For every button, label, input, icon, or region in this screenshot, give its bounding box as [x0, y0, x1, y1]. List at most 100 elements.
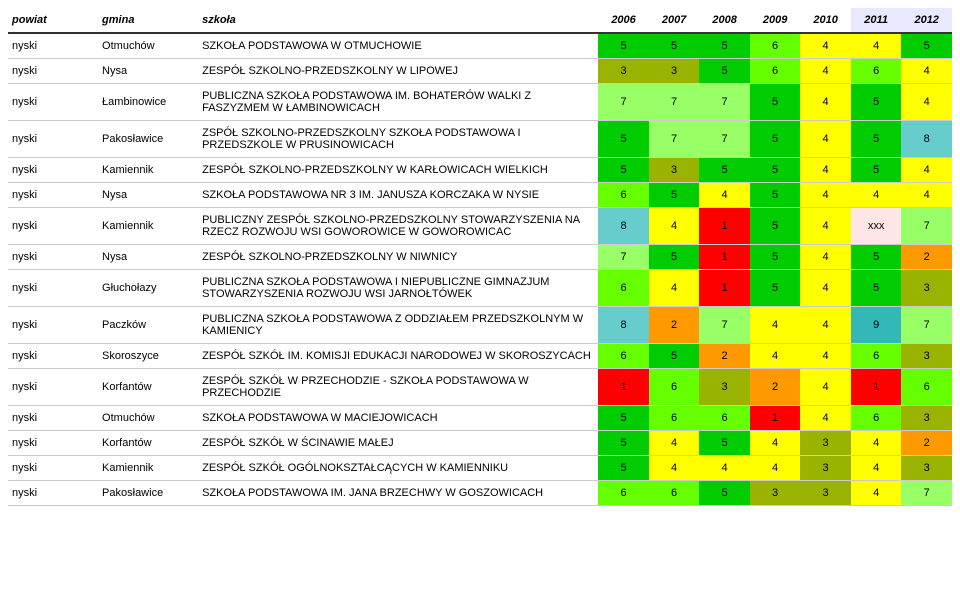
- cell-value: 5: [598, 456, 649, 481]
- cell-value: 5: [649, 183, 700, 208]
- header-2008: 2008: [699, 8, 750, 33]
- table-header: powiat gmina szkoła 2006 2007 2008 2009 …: [8, 8, 952, 33]
- cell-value: xxx: [851, 208, 902, 245]
- cell-value: 2: [901, 245, 952, 270]
- schools-table: powiat gmina szkoła 2006 2007 2008 2009 …: [8, 8, 952, 506]
- cell-value: 2: [699, 344, 750, 369]
- cell-value: 6: [649, 369, 700, 406]
- cell-value: 4: [851, 431, 902, 456]
- cell-value: 6: [851, 406, 902, 431]
- cell-value: 6: [649, 406, 700, 431]
- cell-value: 5: [851, 270, 902, 307]
- cell-powiat: nyski: [8, 344, 98, 369]
- cell-value: 3: [598, 59, 649, 84]
- cell-szkola: PUBLICZNA SZKOŁA PODSTAWOWA IM. BOHATERÓ…: [198, 84, 598, 121]
- cell-value: 7: [598, 245, 649, 270]
- cell-powiat: nyski: [8, 59, 98, 84]
- cell-szkola: ZESPÓŁ SZKÓŁ OGÓLNOKSZTAŁCĄCYCH W KAMIEN…: [198, 456, 598, 481]
- table-row: nyskiOtmuchówSZKOŁA PODSTAWOWA W MACIEJO…: [8, 406, 952, 431]
- cell-powiat: nyski: [8, 456, 98, 481]
- header-gmina: gmina: [98, 8, 198, 33]
- cell-szkola: SZKOŁA PODSTAWOWA IM. JANA BRZECHWY W GO…: [198, 481, 598, 506]
- cell-value: 5: [699, 158, 750, 183]
- cell-gmina: Kamiennik: [98, 158, 198, 183]
- cell-value: 4: [800, 245, 851, 270]
- cell-gmina: Otmuchów: [98, 33, 198, 59]
- table-row: nyskiKamiennikZESPÓŁ SZKOLNO-PRZEDSZKOLN…: [8, 158, 952, 183]
- cell-value: 6: [699, 406, 750, 431]
- cell-szkola: SZKOŁA PODSTAWOWA NR 3 IM. JANUSZA KORCZ…: [198, 183, 598, 208]
- cell-szkola: SZKOŁA PODSTAWOWA W OTMUCHOWIE: [198, 33, 598, 59]
- cell-value: 6: [851, 59, 902, 84]
- cell-value: 4: [851, 456, 902, 481]
- cell-value: 3: [649, 158, 700, 183]
- cell-gmina: Głuchołazy: [98, 270, 198, 307]
- cell-powiat: nyski: [8, 208, 98, 245]
- cell-powiat: nyski: [8, 406, 98, 431]
- cell-value: 4: [800, 84, 851, 121]
- cell-value: 4: [649, 208, 700, 245]
- cell-value: 7: [699, 84, 750, 121]
- cell-szkola: ZESPÓŁ SZKÓŁ W PRZECHODZIE - SZKOŁA PODS…: [198, 369, 598, 406]
- cell-powiat: nyski: [8, 245, 98, 270]
- cell-value: 5: [750, 183, 801, 208]
- cell-powiat: nyski: [8, 270, 98, 307]
- cell-value: 8: [901, 121, 952, 158]
- header-szkola: szkoła: [198, 8, 598, 33]
- cell-value: 5: [750, 245, 801, 270]
- cell-value: 7: [649, 84, 700, 121]
- cell-value: 8: [598, 208, 649, 245]
- cell-powiat: nyski: [8, 158, 98, 183]
- cell-value: 3: [800, 456, 851, 481]
- cell-value: 3: [901, 344, 952, 369]
- cell-value: 5: [699, 33, 750, 59]
- cell-szkola: ZESPÓŁ SZKÓŁ W ŚCINAWIE MAŁEJ: [198, 431, 598, 456]
- cell-value: 3: [901, 406, 952, 431]
- cell-value: 1: [699, 270, 750, 307]
- cell-value: 4: [800, 183, 851, 208]
- cell-value: 7: [699, 307, 750, 344]
- cell-gmina: Korfantów: [98, 431, 198, 456]
- cell-value: 4: [800, 33, 851, 59]
- table-body: nyskiOtmuchówSZKOŁA PODSTAWOWA W OTMUCHO…: [8, 33, 952, 506]
- cell-value: 1: [699, 245, 750, 270]
- table-row: nyskiKorfantówZESPÓŁ SZKÓŁ W PRZECHODZIE…: [8, 369, 952, 406]
- cell-value: 4: [649, 431, 700, 456]
- cell-value: 5: [598, 33, 649, 59]
- cell-value: 4: [851, 481, 902, 506]
- cell-gmina: Otmuchów: [98, 406, 198, 431]
- cell-szkola: PUBLICZNA SZKOŁA PODSTAWOWA I NIEPUBLICZ…: [198, 270, 598, 307]
- cell-value: 4: [851, 33, 902, 59]
- table-row: nyskiKamiennikPUBLICZNY ZESPÓŁ SZKOLNO-P…: [8, 208, 952, 245]
- cell-value: 5: [699, 59, 750, 84]
- cell-value: 5: [851, 245, 902, 270]
- cell-value: 7: [598, 84, 649, 121]
- cell-value: 5: [598, 158, 649, 183]
- cell-gmina: Pakosławice: [98, 121, 198, 158]
- cell-value: 4: [649, 270, 700, 307]
- cell-value: 1: [598, 369, 649, 406]
- cell-value: 5: [750, 121, 801, 158]
- cell-value: 4: [800, 270, 851, 307]
- cell-gmina: Łambinowice: [98, 84, 198, 121]
- cell-gmina: Korfantów: [98, 369, 198, 406]
- table-row: nyskiKamiennikZESPÓŁ SZKÓŁ OGÓLNOKSZTAŁC…: [8, 456, 952, 481]
- table-row: nyskiNysaSZKOŁA PODSTAWOWA NR 3 IM. JANU…: [8, 183, 952, 208]
- cell-value: 4: [699, 456, 750, 481]
- header-2010: 2010: [800, 8, 851, 33]
- table-row: nyskiPakosławiceSZKOŁA PODSTAWOWA IM. JA…: [8, 481, 952, 506]
- cell-powiat: nyski: [8, 481, 98, 506]
- cell-value: 6: [901, 369, 952, 406]
- cell-szkola: ZESPÓŁ SZKOLNO-PRZEDSZKOLNY W NIWNICY: [198, 245, 598, 270]
- cell-value: 4: [901, 183, 952, 208]
- cell-gmina: Kamiennik: [98, 456, 198, 481]
- cell-value: 5: [750, 158, 801, 183]
- cell-powiat: nyski: [8, 431, 98, 456]
- cell-gmina: Nysa: [98, 59, 198, 84]
- cell-value: 4: [851, 183, 902, 208]
- cell-value: 4: [800, 369, 851, 406]
- cell-value: 4: [800, 121, 851, 158]
- cell-value: 1: [851, 369, 902, 406]
- cell-value: 7: [901, 307, 952, 344]
- cell-value: 5: [598, 406, 649, 431]
